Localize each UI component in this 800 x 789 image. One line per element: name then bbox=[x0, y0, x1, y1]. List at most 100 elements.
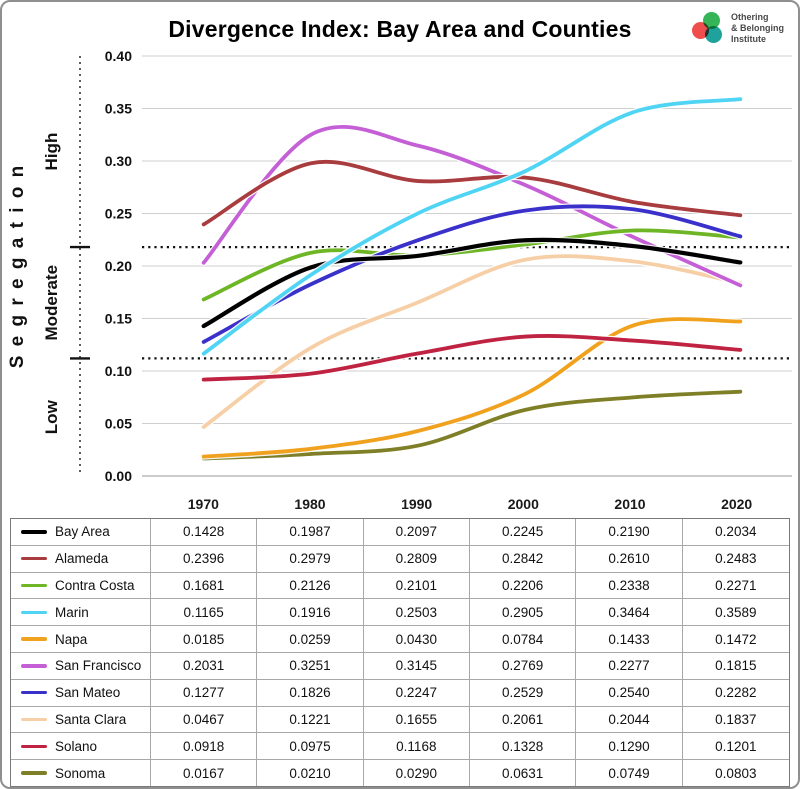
county-name-cell: Sonoma bbox=[11, 760, 151, 786]
value-cell: 0.1168 bbox=[364, 733, 470, 760]
series-line-contra-costa bbox=[201, 228, 743, 302]
value-cell: 0.2271 bbox=[715, 577, 757, 593]
table-row: Sonoma 0.0167 0.0210 0.0290 0.0631 0.0749 0.08… bbox=[11, 759, 789, 786]
value-cell: 0.2061 bbox=[470, 706, 577, 733]
value-cell: 0.1328 bbox=[470, 733, 577, 760]
y-tick-label: 0.10 bbox=[105, 363, 132, 379]
county-name-cell: Contra Costa bbox=[11, 572, 151, 599]
value-cell: 0.1428 bbox=[151, 519, 258, 545]
value-cell: 0.3251 bbox=[257, 652, 364, 679]
series-color-swatch bbox=[21, 690, 47, 695]
series-line-bay-area bbox=[201, 237, 743, 329]
value-cell: 0.1916 bbox=[257, 599, 364, 626]
county-name-cell: Napa bbox=[11, 626, 151, 652]
county-name: Contra Costa bbox=[55, 577, 135, 593]
county-name: San Mateo bbox=[55, 685, 121, 701]
value-cell: 0.2503 bbox=[364, 599, 470, 626]
year-label: 1970 bbox=[187, 496, 219, 512]
county-name: Alameda bbox=[55, 551, 109, 567]
value-cell: 0.0918 bbox=[151, 733, 258, 760]
value-cell: 0.2905 bbox=[470, 599, 577, 626]
value-cell: 0.1165 bbox=[151, 599, 258, 626]
value-cell: 0.2126 bbox=[257, 572, 364, 599]
table-row: San Mateo 0.1277 0.1826 0.2247 0.2529 0.2540 0… bbox=[11, 678, 789, 706]
value-cell: 0.1472 bbox=[715, 631, 757, 647]
table-row: Contra Costa 0.1681 0.2126 0.2101 0.2206 0.23… bbox=[11, 571, 789, 599]
value-cell: 0.2338 bbox=[576, 572, 683, 599]
y-tick-label: 0.25 bbox=[105, 206, 132, 222]
value-cell: 0.2206 bbox=[470, 572, 577, 599]
value-cell: 0.1815 bbox=[715, 658, 757, 674]
logo-wordmark: Othering & Belonging Institute bbox=[731, 12, 784, 45]
county-name: Sonoma bbox=[55, 765, 106, 781]
table-row: Bay Area 0.1428 0.1987 0.2097 0.2245 0.2190 0.… bbox=[11, 519, 789, 545]
series-line-santa-clara bbox=[201, 254, 743, 429]
value-cell: 0.2396 bbox=[151, 545, 258, 572]
y-tick-label: 0.40 bbox=[105, 48, 132, 64]
series-line-marin bbox=[201, 97, 743, 356]
value-cell: 0.2540 bbox=[576, 679, 683, 706]
series-color-swatch bbox=[21, 530, 47, 534]
value-cell: 0.2034 bbox=[715, 524, 757, 540]
zone-label: High bbox=[42, 133, 61, 171]
value-cell: 0.2190 bbox=[576, 519, 683, 545]
value-cell: 0.0803 bbox=[715, 765, 757, 781]
value-cell: 0.0749 bbox=[576, 760, 683, 786]
county-name: Santa Clara bbox=[55, 711, 127, 727]
y-tick-label: 0.00 bbox=[105, 468, 132, 484]
value-cell: 0.2031 bbox=[151, 652, 258, 679]
logo-line-1: Othering bbox=[731, 12, 769, 22]
value-cell: 0.1201 bbox=[715, 738, 757, 754]
logo-line-3: Institute bbox=[731, 34, 766, 44]
x-axis-year-labels: 1970 1980 1990 2000 2010 2020 bbox=[10, 492, 790, 516]
value-cell: 0.0467 bbox=[151, 706, 258, 733]
value-cell: 0.3464 bbox=[576, 599, 683, 626]
y-tick-label: 0.20 bbox=[105, 258, 132, 274]
series-color-swatch bbox=[21, 664, 47, 668]
value-cell: 0.0784 bbox=[470, 626, 577, 652]
series-line-alameda bbox=[201, 160, 743, 227]
logo-line-2: & Belonging bbox=[731, 23, 784, 33]
series-color-swatch bbox=[21, 637, 47, 641]
value-cell: 0.0631 bbox=[470, 760, 577, 786]
county-name: Solano bbox=[55, 738, 98, 754]
county-name-cell: Bay Area bbox=[11, 519, 151, 545]
year-label: 1990 bbox=[401, 496, 433, 512]
county-name: San Francisco bbox=[55, 658, 142, 674]
value-cell: 0.3589 bbox=[715, 604, 757, 620]
value-cell: 0.2610 bbox=[576, 545, 683, 572]
county-name: Marin bbox=[55, 604, 89, 620]
logo-green-circle-icon bbox=[703, 12, 720, 29]
series-color-swatch bbox=[21, 771, 47, 775]
value-cell: 0.1681 bbox=[151, 572, 258, 599]
year-label: 1980 bbox=[294, 496, 326, 512]
value-cell: 0.0185 bbox=[151, 626, 258, 652]
series-color-swatch bbox=[21, 556, 47, 561]
value-cell: 0.2277 bbox=[576, 652, 683, 679]
table-row: Alameda 0.2396 0.2979 0.2809 0.2842 0.2610 0.2… bbox=[11, 544, 789, 572]
value-cell: 0.1837 bbox=[715, 711, 757, 727]
value-cell: 0.0290 bbox=[364, 760, 470, 786]
value-cell: 0.2101 bbox=[364, 572, 470, 599]
zone-label: Moderate bbox=[42, 265, 61, 341]
value-cell: 0.2769 bbox=[470, 652, 577, 679]
value-cell: 0.0259 bbox=[257, 626, 364, 652]
value-cell: 0.3145 bbox=[364, 652, 470, 679]
county-name: Bay Area bbox=[55, 524, 110, 540]
value-cell: 0.2245 bbox=[470, 519, 577, 545]
othering-belonging-institute-logo: Othering & Belonging Institute bbox=[692, 12, 784, 45]
value-cell: 0.2979 bbox=[257, 545, 364, 572]
value-cell: 0.1987 bbox=[257, 519, 364, 545]
year-label: 2000 bbox=[507, 496, 539, 512]
value-cell: 0.0167 bbox=[151, 760, 258, 786]
county-name-cell: Marin bbox=[11, 599, 151, 626]
values-table: Bay Area 0.1428 0.1987 0.2097 0.2245 0.2190 0.… bbox=[10, 518, 790, 787]
table-row: Marin 0.1165 0.1916 0.2503 0.2905 0.3464 0.358… bbox=[11, 598, 789, 626]
value-cell: 0.0430 bbox=[364, 626, 470, 652]
series-line-solano bbox=[201, 334, 743, 382]
segregation-axis-label: S e g r e g a t i o n bbox=[7, 164, 28, 369]
value-cell: 0.2842 bbox=[470, 545, 577, 572]
page-title: Divergence Index: Bay Area and Counties bbox=[168, 16, 632, 42]
series-line-san-mateo bbox=[201, 204, 743, 344]
value-cell: 0.2282 bbox=[715, 685, 757, 701]
